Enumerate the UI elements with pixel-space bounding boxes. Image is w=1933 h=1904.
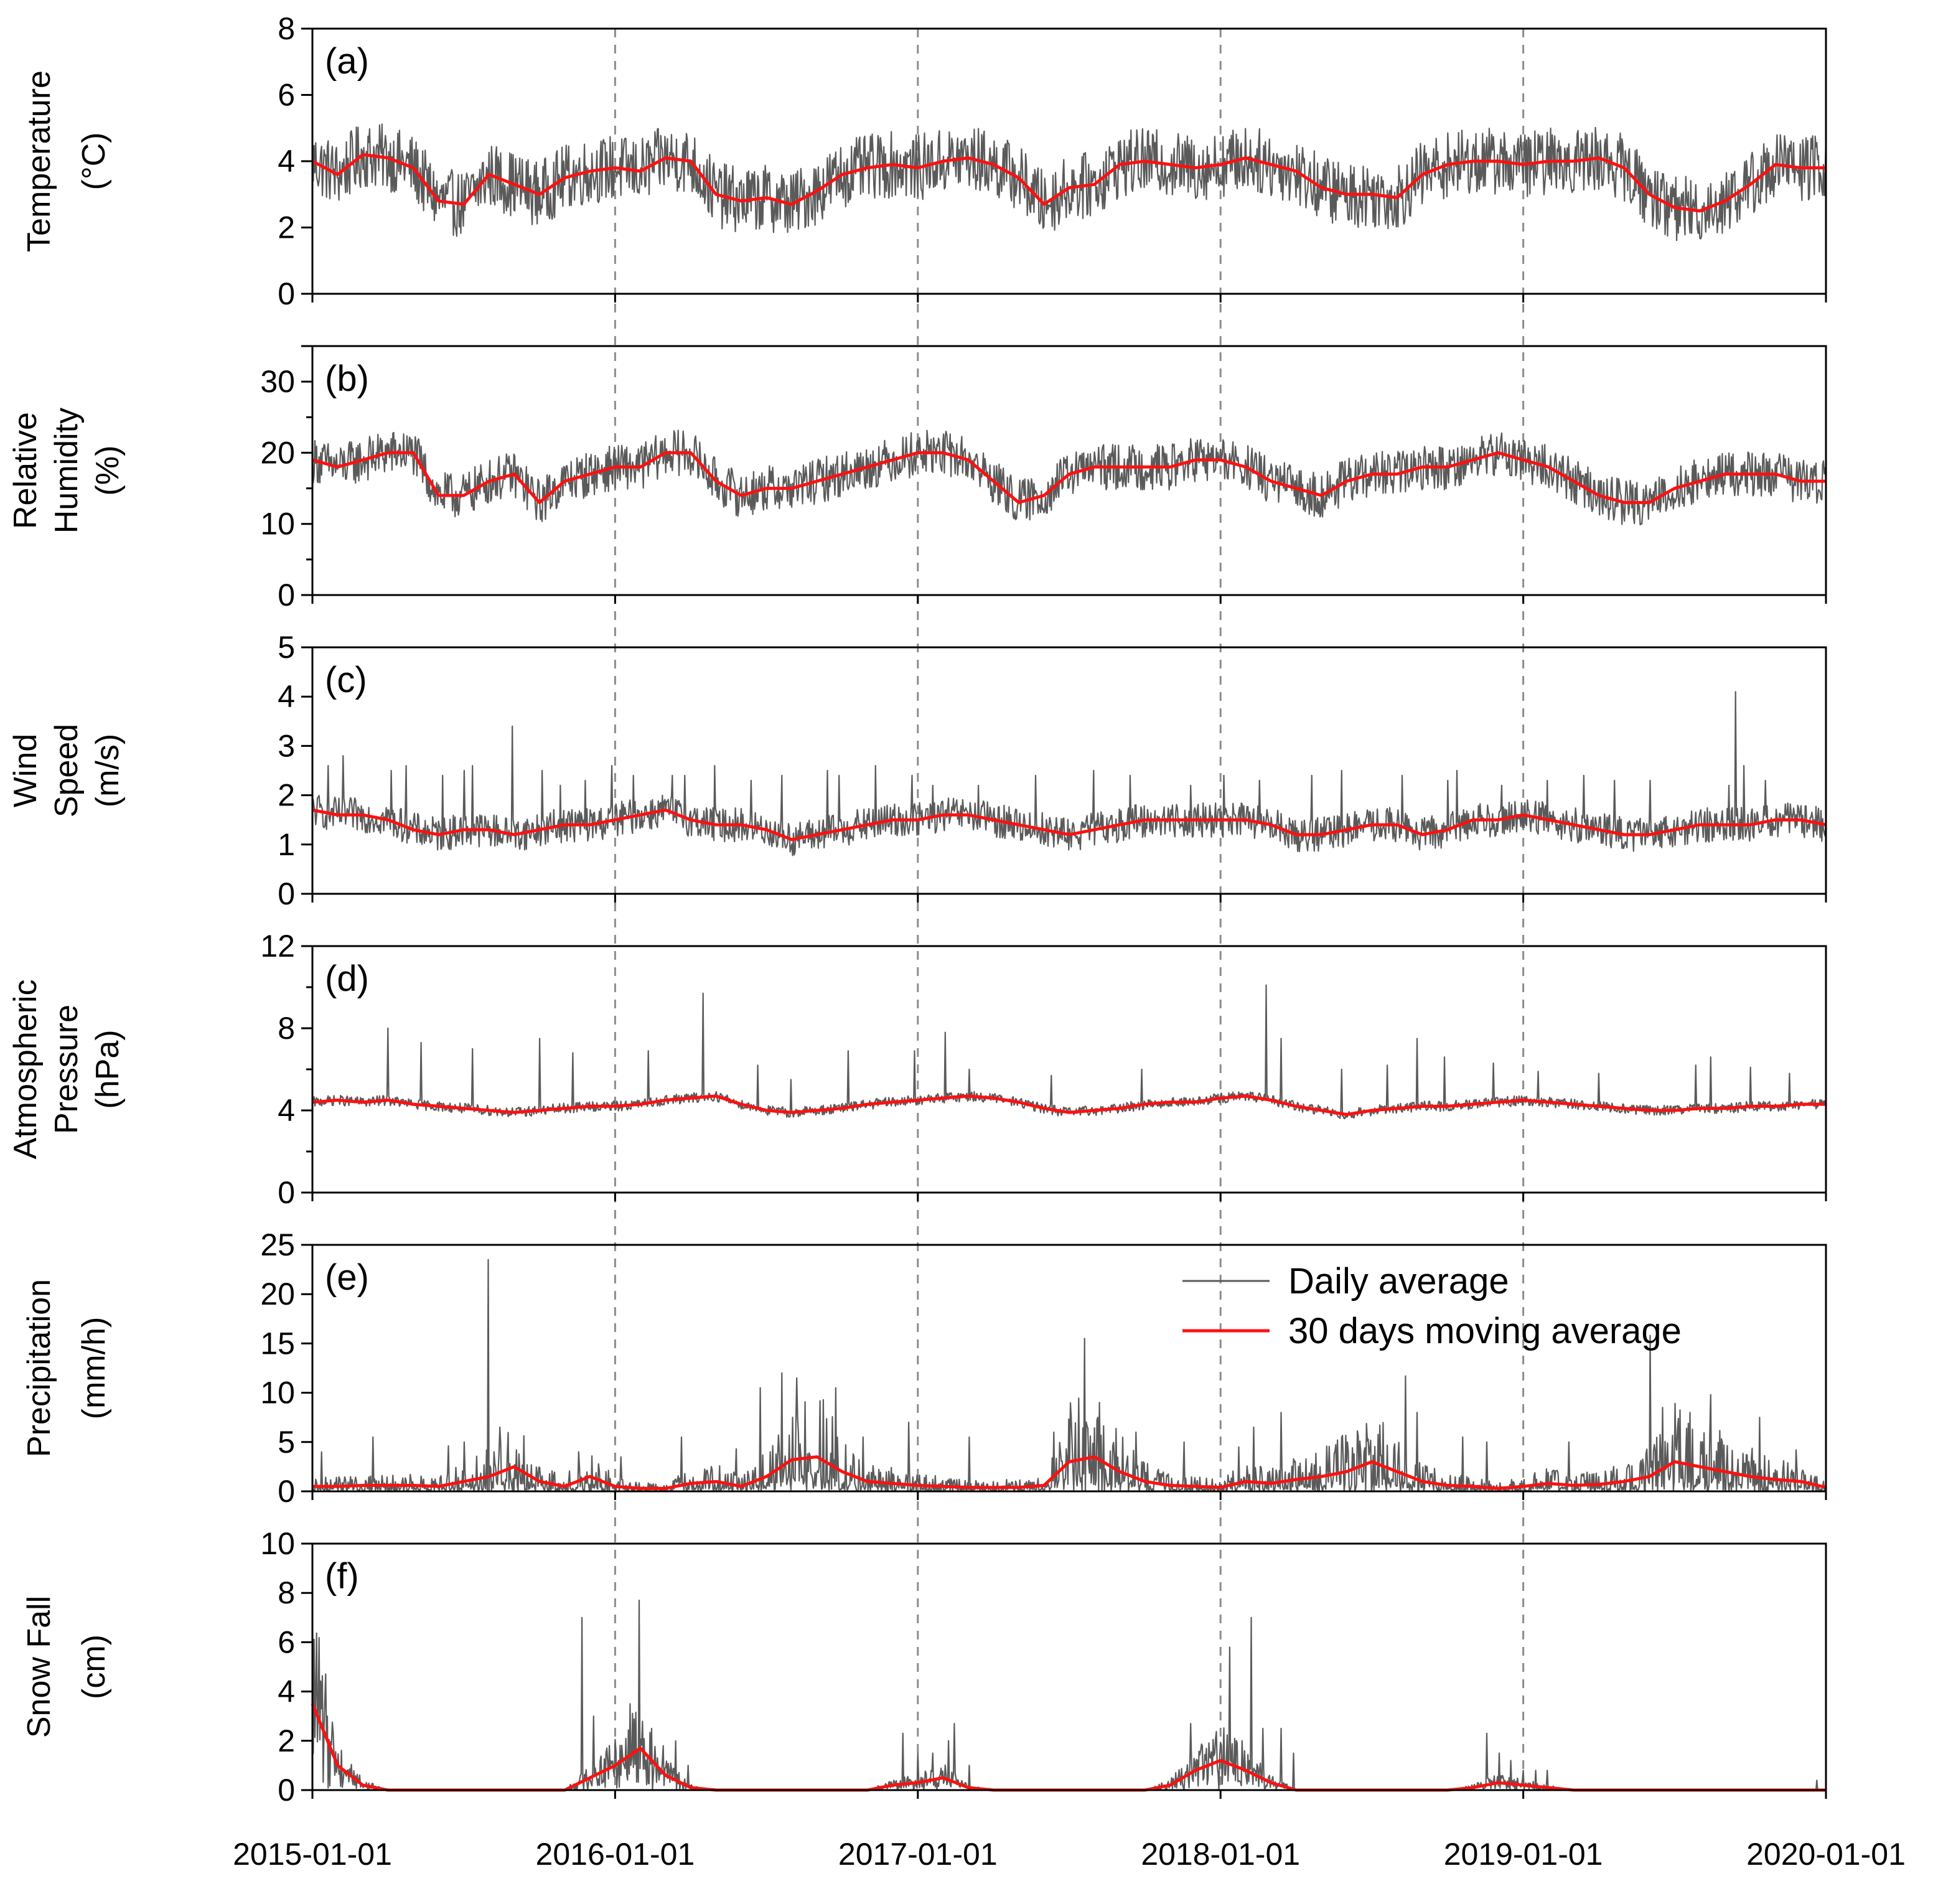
- y-tick-label: 30: [260, 364, 295, 399]
- x-tick-label: 2015-01-01: [233, 1837, 392, 1872]
- panel-label: (e): [325, 1257, 369, 1298]
- y-axis-title: (m/s): [90, 734, 126, 807]
- plot-frame: [311, 1244, 1827, 1493]
- panel-label: (b): [325, 359, 369, 399]
- y-tick-label: 25: [260, 1227, 295, 1262]
- plot-frame: [311, 345, 1827, 596]
- y-tick-label: 12: [260, 929, 295, 964]
- y-tick-label: 5: [278, 630, 295, 665]
- moving-average-line: [311, 1703, 1826, 1792]
- panel-c: 0 1 2 3 4 5 (c) Wind Speed (m/s): [7, 630, 1827, 911]
- y-tick-label: 8: [278, 1011, 295, 1046]
- y-axis-title: Temperature: [21, 70, 57, 252]
- daily-average-line: [311, 429, 1827, 526]
- panel-b: 0 10 20 30 (b) Relative Humidity (%): [7, 345, 1827, 612]
- daily-average-line: [311, 1600, 1826, 1791]
- y-tick-label: 10: [260, 1526, 295, 1561]
- panel-d: 0 4 8 12 (d) Atmospheric Pressure (hPa): [7, 929, 1827, 1210]
- y-tick-label: 3: [278, 728, 295, 763]
- moving-average-line: [312, 808, 1827, 842]
- y-tick-label: 6: [278, 1625, 295, 1659]
- panel-label: (f): [325, 1556, 359, 1597]
- y-axis-title: Speed: [49, 724, 85, 817]
- y-tick-label: 1: [278, 827, 295, 862]
- panel-label: (d): [325, 959, 369, 999]
- plot-frame: [311, 1542, 1827, 1791]
- x-tick-label: 2018-01-01: [1141, 1837, 1300, 1872]
- y-axis-title: (cm): [76, 1634, 112, 1699]
- panel-label: (a): [325, 41, 369, 82]
- y-axis-title: Precipitation: [21, 1279, 57, 1457]
- x-tick-label: 2017-01-01: [838, 1837, 998, 1872]
- y-axis-title: Atmospheric: [7, 980, 44, 1160]
- panel-a: 0 2 4 6 8 (a) Temperature (°C): [21, 11, 1827, 311]
- y-tick-label: 5: [278, 1425, 295, 1460]
- y-tick-label: 2: [278, 1723, 295, 1758]
- y-tick-label: 0: [278, 1175, 295, 1210]
- y-tick-label: 0: [278, 1474, 295, 1509]
- moving-average-line: [312, 451, 1826, 504]
- y-tick-label: 0: [278, 276, 295, 311]
- panel-f: 0 2 4 6 8 10 (f) Snow Fall (cm) 2015-01-01 2016-01…: [21, 1526, 1906, 1872]
- y-tick-label: 2: [278, 210, 295, 245]
- y-axis-title: (mm/h): [76, 1317, 112, 1420]
- y-tick-label: 0: [278, 1773, 295, 1808]
- y-tick-label: 4: [278, 1674, 295, 1709]
- y-axis-title: Snow Fall: [21, 1596, 57, 1738]
- daily-average-line: [312, 691, 1827, 856]
- moving-average-line: [311, 152, 1826, 213]
- y-tick-label: 2: [278, 778, 295, 813]
- y-tick-label: 0: [278, 876, 295, 911]
- panel-e: 0 5 10 15 20 25 (e) Precipitation (mm/h) Daily av…: [21, 1227, 1827, 1509]
- y-tick-label: 0: [278, 578, 295, 612]
- y-axis-title: Pressure: [49, 1005, 85, 1134]
- y-axis-title: Humidity: [49, 408, 85, 533]
- y-tick-label: 6: [278, 78, 295, 113]
- y-tick-label: 10: [260, 1376, 295, 1410]
- y-axis-title: Relative: [7, 412, 44, 529]
- moving-average-line: [312, 1094, 1826, 1117]
- y-tick-label: 4: [278, 679, 295, 714]
- moving-average-line: [312, 1455, 1827, 1490]
- daily-average-line: [311, 123, 1827, 242]
- plot-frame: [311, 27, 1827, 295]
- x-tick-label: 2016-01-01: [536, 1837, 695, 1872]
- legend-moving-label: 30 days moving average: [1288, 1311, 1682, 1351]
- y-tick-label: 4: [278, 1093, 295, 1128]
- daily-average-line: [311, 1259, 1827, 1493]
- y-tick-label: 20: [260, 435, 295, 470]
- y-tick-label: 8: [278, 11, 295, 46]
- x-tick-label: 2020-01-01: [1746, 1837, 1906, 1872]
- plot-frame: [311, 646, 1827, 895]
- y-tick-label: 4: [278, 144, 295, 179]
- daily-average-line: [311, 984, 1827, 1120]
- y-tick-label: 10: [260, 507, 295, 542]
- panel-label: (c): [325, 660, 367, 700]
- legend: Daily average 30 days moving average: [1182, 1261, 1682, 1351]
- y-tick-label: 15: [260, 1326, 295, 1361]
- y-tick-label: 20: [260, 1277, 295, 1311]
- y-axis-title: (%): [90, 446, 126, 496]
- x-tick-label: 2019-01-01: [1444, 1837, 1603, 1872]
- y-axis-title: (hPa): [90, 1029, 126, 1109]
- legend-daily-label: Daily average: [1288, 1261, 1509, 1301]
- y-axis-title: Wind: [7, 734, 44, 807]
- y-axis-title: (°C): [76, 133, 112, 190]
- y-tick-label: 8: [278, 1575, 295, 1610]
